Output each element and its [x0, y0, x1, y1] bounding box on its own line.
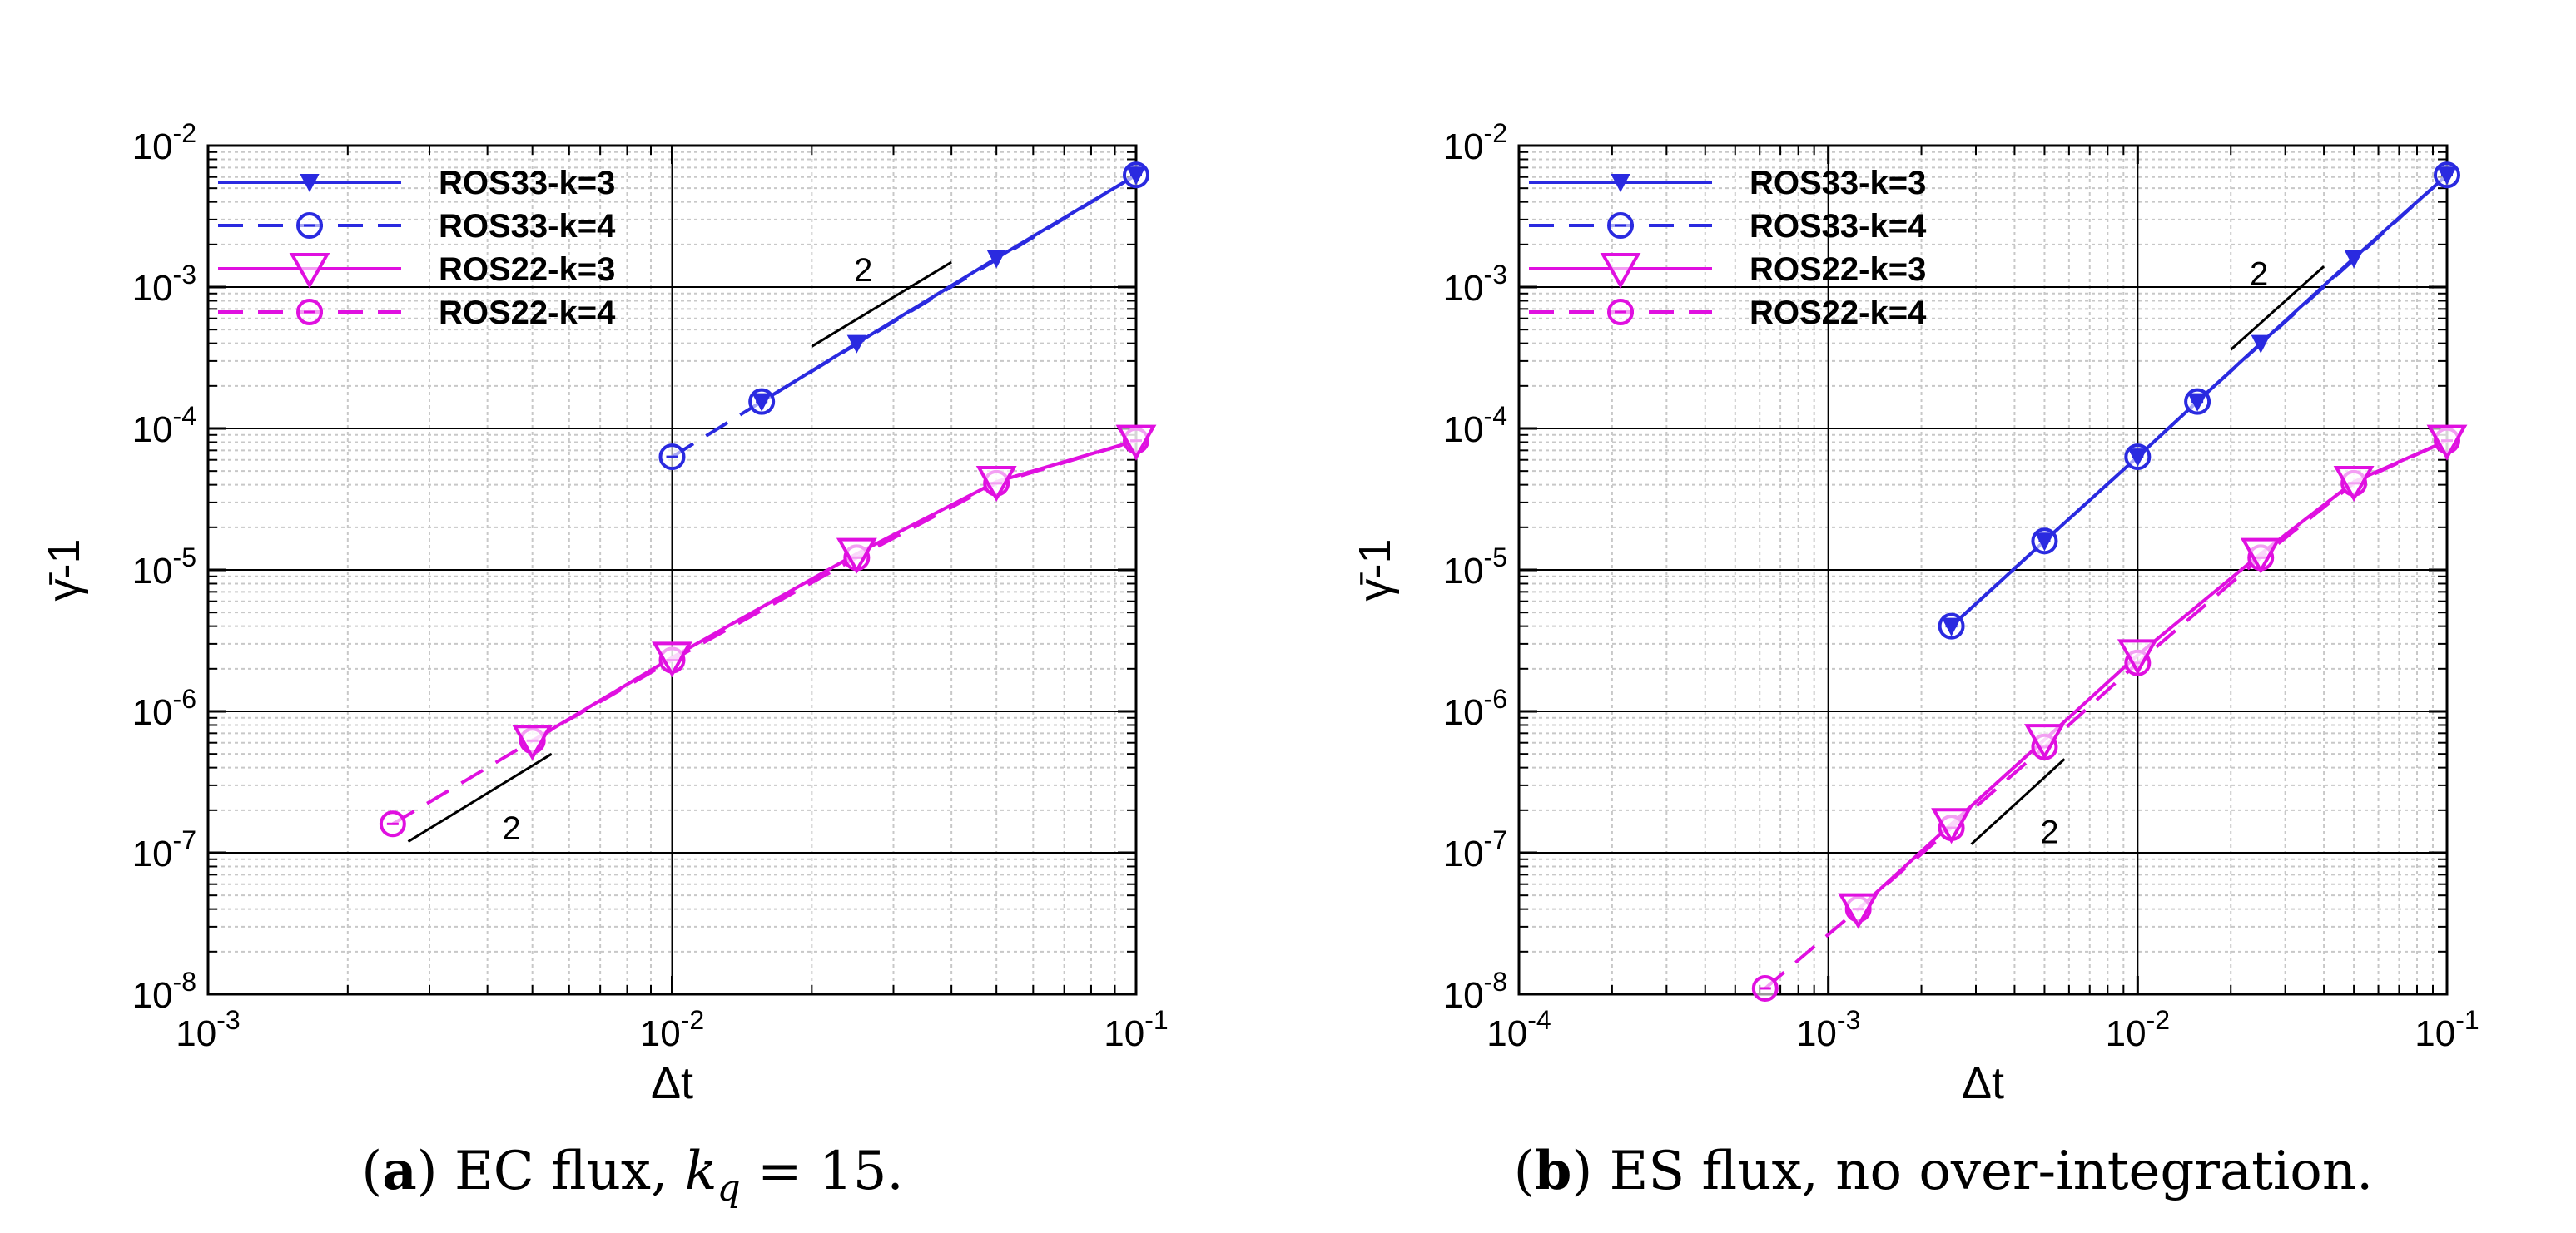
data-point-series-3	[2333, 466, 2375, 503]
data-point-series-1	[2251, 334, 2271, 354]
data-point-series-3	[652, 641, 692, 678]
slope-triangle-line	[811, 260, 952, 348]
legend-marker	[289, 253, 330, 290]
y-tick-label: 10-5	[132, 542, 196, 592]
legend-label: ROS33-k=3	[1750, 165, 1926, 201]
y-tick-label: 10-8	[132, 967, 196, 1016]
legend-label: ROS22-k=3	[439, 251, 615, 288]
chart-b: 10-4 10-3 10-2 10-1 10-8 10-7 10-6 10-5 10-4 10-3…	[1350, 118, 2479, 1108]
data-point-series-3	[1931, 808, 1973, 844]
slope-triangle-line	[407, 752, 553, 843]
data-point-series-1	[752, 393, 772, 412]
data-point-series-2	[658, 443, 686, 471]
legend-marker	[296, 299, 323, 325]
y-axis-label: γ̄-1	[1350, 538, 1400, 601]
legend-marker	[300, 174, 320, 193]
major-grid	[1519, 146, 2447, 994]
y-tick-label: 10-5	[1443, 542, 1507, 592]
data-point-series-1	[2437, 166, 2457, 186]
x-tick-label: 10-1	[1104, 1005, 1168, 1054]
data-point-series-1	[1126, 166, 1146, 186]
x-tick-label: 10-2	[2106, 1005, 2170, 1054]
data-point-series-3	[2240, 537, 2281, 574]
x-axis-label: Δt	[651, 1058, 693, 1108]
legend-entry: ROS22-k=3	[1529, 251, 1926, 290]
y-tick-label: 10-7	[1443, 825, 1507, 874]
legend-label: ROS22-k=4	[1750, 295, 1927, 331]
legend-entry: ROS33-k=3	[1529, 165, 1926, 201]
legend-entry: ROS22-k=4	[1529, 295, 1927, 331]
data-point-series-1	[846, 334, 867, 354]
plot-frame	[206, 144, 1138, 996]
data-point-series-1	[2127, 448, 2147, 468]
legend-label: ROS33-k=4	[1750, 208, 1927, 245]
slope-triangle-line	[1970, 758, 2066, 845]
x-tick-label: 10-4	[1487, 1005, 1551, 1054]
slope-triangle-line	[2230, 265, 2325, 351]
y-tick-label: 10-4	[132, 401, 196, 450]
y-tick-label: 10-6	[1443, 684, 1507, 733]
data-point-series-1	[2034, 532, 2055, 552]
y-axis-label: γ̄-1	[39, 538, 89, 601]
legend-marker	[1607, 212, 1634, 239]
y-tick-label: 10-3	[132, 260, 196, 309]
legend-entry: ROS33-k=4	[1529, 208, 1927, 245]
y-tick-label: 10-7	[132, 825, 196, 874]
y-tick-label: 10-2	[132, 118, 196, 167]
x-tick-label: 10-2	[640, 1005, 704, 1054]
slope-label: 2	[2040, 815, 2058, 851]
data-point-series-4	[1751, 974, 1779, 1002]
legend-entry: ROS33-k=3	[218, 165, 615, 201]
data-point-series-1	[2344, 250, 2364, 269]
series-line-3	[531, 438, 1137, 743]
chart-a: 10-3 10-2 10-1 10-8 10-7 10-6 10-5 10-4 10-3 10-2…	[39, 118, 1169, 1108]
legend-label: ROS33-k=4	[439, 208, 616, 245]
caption-b: (b) ES flux, no over-integration.	[1513, 1140, 2374, 1202]
data-point-series-3	[2426, 424, 2468, 461]
legend-label: ROS22-k=4	[439, 295, 616, 331]
slope-label: 2	[854, 252, 872, 289]
data-point-series-3	[2117, 639, 2158, 676]
data-point-series-3	[1115, 424, 1157, 461]
data-point-series-1	[1941, 617, 1962, 636]
legend-entry: ROS22-k=4	[218, 295, 616, 331]
data-point-series-3	[2024, 724, 2065, 760]
data-point-series-3	[975, 466, 1017, 503]
data-point-series-3	[1838, 893, 1879, 929]
legend-entry: ROS22-k=3	[218, 251, 615, 290]
plot-frame	[1517, 144, 2449, 996]
x-tick-label: 10-1	[2415, 1005, 2479, 1054]
legend-label: ROS22-k=3	[1750, 251, 1926, 288]
y-tick-label: 10-2	[1443, 118, 1507, 167]
y-tick-label: 10-3	[1443, 260, 1507, 309]
data-point-series-1	[2187, 393, 2207, 412]
legend-entry: ROS33-k=4	[218, 208, 616, 245]
series-line-4	[391, 438, 1137, 826]
data-point-series-3	[836, 537, 877, 574]
caption-a: (a) EC flux, kq = 15.	[361, 1140, 904, 1210]
x-tick-label: 10-3	[176, 1005, 240, 1054]
legend-marker	[1600, 253, 1641, 290]
legend-marker	[1611, 174, 1630, 193]
x-tick-label: 10-3	[1796, 1005, 1860, 1054]
panel-b: 10-4 10-3 10-2 10-1 10-8 10-7 10-6 10-5 10-4 10-3…	[1311, 0, 2576, 1233]
major-grid	[208, 146, 1136, 994]
data-point-series-4	[379, 810, 406, 838]
tick-marks	[206, 144, 1138, 996]
panel-a: 10-3 10-2 10-1 10-8 10-7 10-6 10-5 10-4 10-3 10-2…	[0, 0, 1265, 1233]
x-axis-label: Δt	[1962, 1058, 2004, 1108]
y-tick-label: 10-6	[132, 684, 196, 733]
slope-label: 2	[502, 810, 520, 847]
y-tick-label: 10-8	[1443, 967, 1507, 1016]
legend-label: ROS33-k=3	[439, 165, 615, 201]
data-point-series-1	[986, 250, 1006, 269]
legend-marker	[1607, 299, 1634, 325]
y-tick-label: 10-4	[1443, 401, 1507, 450]
slope-label: 2	[2250, 255, 2268, 292]
data-point-series-3	[512, 725, 553, 761]
legend-marker	[296, 212, 323, 239]
